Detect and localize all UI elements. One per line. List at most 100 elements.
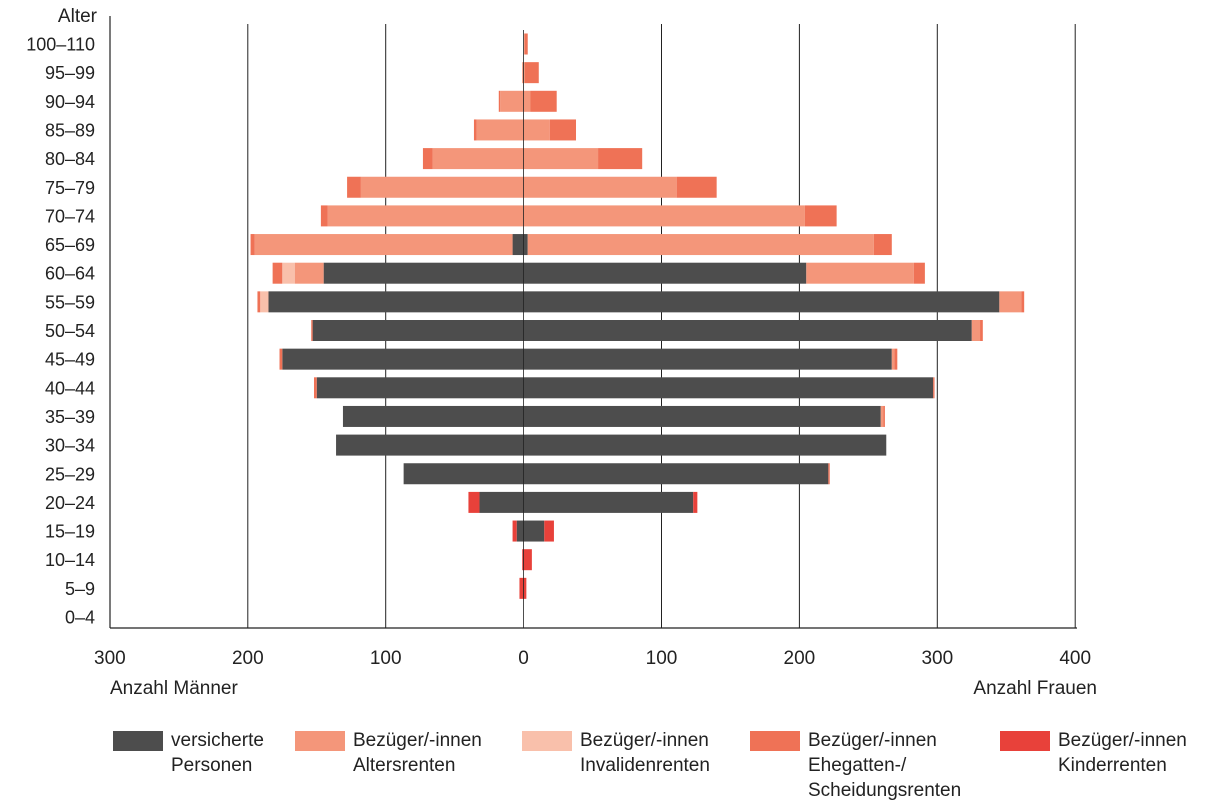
bar-men [254, 234, 513, 256]
y-tick-labels: 100–110 95–99 90–94 85–89 80–84 75–79 70–74 65–… [26, 35, 95, 628]
y-tick-label: 20–24 [45, 493, 95, 513]
bar-women [693, 491, 698, 513]
legend-label: versicherte Personen [171, 730, 264, 776]
x-tick-label: 0 [518, 648, 529, 669]
bar-men [476, 119, 524, 141]
y-tick-label: 90–94 [45, 92, 95, 112]
y-tick-label: 65–69 [45, 235, 95, 255]
y-tick-label: 0–4 [65, 608, 95, 628]
bar-women [1021, 291, 1025, 313]
bar-women [524, 33, 528, 55]
y-tick-label: 50–54 [45, 321, 95, 341]
legend: versicherte Personen Bezüger/-innen Alter… [0, 730, 1210, 809]
bar-men [279, 348, 283, 370]
bar-women [544, 520, 554, 542]
bar-women [880, 405, 884, 427]
bar-men [516, 520, 524, 542]
bar-men [468, 491, 480, 513]
bar-women [883, 405, 885, 427]
legend-swatch [113, 731, 163, 751]
bar-men [519, 577, 524, 599]
bar-women [523, 434, 887, 456]
legend-swatch [295, 731, 345, 751]
legend-label: Bezüger/-innen Altersrenten [353, 730, 482, 776]
bar-men [512, 234, 524, 256]
bar-women [894, 348, 898, 370]
bar-women [523, 205, 805, 227]
bar-women [523, 262, 807, 284]
bar-women [806, 262, 914, 284]
bar-men [312, 320, 524, 341]
bar-women [523, 234, 528, 256]
x-tick-label: 100 [370, 648, 402, 669]
bar-men [403, 463, 524, 485]
legend-label: Bezüger/-innen Kinderrenten [1058, 730, 1187, 776]
y-tick-label: 70–74 [45, 206, 95, 226]
bar-women [980, 320, 983, 341]
x-tick-label: 200 [784, 648, 816, 669]
bar-women [598, 148, 643, 170]
x-tick-label: 300 [921, 648, 953, 669]
y-tick-label: 5–9 [65, 579, 95, 599]
bar-men [479, 491, 524, 513]
bar-women [523, 119, 550, 141]
bar-men [422, 148, 433, 170]
y-tick-label: 80–84 [45, 149, 95, 169]
bar-women [523, 90, 531, 112]
bar-women [523, 377, 934, 399]
y-tick-label: 100–110 [26, 35, 95, 55]
bar-women [523, 320, 972, 341]
bar-women [523, 62, 525, 84]
legend-label: Bezüger/-innen Ehegatten-/ Scheidungsren… [808, 730, 962, 801]
bar-women [523, 176, 677, 198]
bar-men [257, 291, 261, 313]
legend-label: Bezüger/-innen Invalidenrenten [580, 730, 710, 776]
bar-women [873, 234, 892, 256]
x-tick-label: 400 [1059, 648, 1091, 669]
bar-men [311, 320, 313, 341]
bar-women [523, 291, 1000, 313]
legend-swatch [522, 731, 572, 751]
bar-women [891, 348, 895, 370]
bar-women [523, 520, 545, 542]
x-tick-labels: 300 200 100 0 100 200 300 400 [94, 648, 1091, 669]
bar-men [272, 262, 283, 284]
bar-men [316, 377, 524, 399]
bars [250, 30, 1025, 628]
bar-men [313, 377, 317, 399]
bar-men [500, 90, 524, 112]
x-axis-label-men: Anzahl Männer [110, 678, 238, 699]
x-axis-label-women: Anzahl Frauen [973, 678, 1097, 699]
y-tick-label: 10–14 [45, 550, 95, 570]
bar-men [260, 291, 269, 313]
bar-women [523, 348, 892, 370]
y-tick-label: 35–39 [45, 407, 95, 427]
bar-women [523, 405, 881, 427]
legend-item: Bezüger/-innen Kinderrenten [1000, 730, 1187, 778]
population-pyramid-chart: Alter Anzahl Männer Anzahl Frauen 100–11… [26, 6, 1097, 699]
bar-men [336, 434, 524, 456]
bar-men [250, 234, 255, 256]
bar-women [523, 33, 525, 55]
legend-item: Bezüger/-innen Altersrenten [295, 730, 482, 778]
bar-women [523, 549, 532, 571]
x-tick-label: 200 [232, 648, 264, 669]
bar-men [327, 205, 524, 227]
bar-men [342, 405, 524, 427]
bar-men [473, 119, 477, 141]
axes: Alter Anzahl Männer Anzahl Frauen [58, 6, 1097, 699]
y-tick-label: 40–44 [45, 378, 95, 398]
bar-women [524, 62, 539, 84]
bar-women [523, 577, 527, 599]
x-tick-label: 100 [646, 648, 678, 669]
y-tick-label: 60–64 [45, 264, 95, 284]
bar-men [294, 262, 324, 284]
bar-women [527, 234, 874, 256]
bar-women [523, 491, 694, 513]
bar-men [282, 348, 524, 370]
bar-women [913, 262, 925, 284]
bar-men [320, 205, 328, 227]
bar-women [804, 205, 837, 227]
bar-men [268, 291, 524, 313]
bar-men [347, 176, 361, 198]
